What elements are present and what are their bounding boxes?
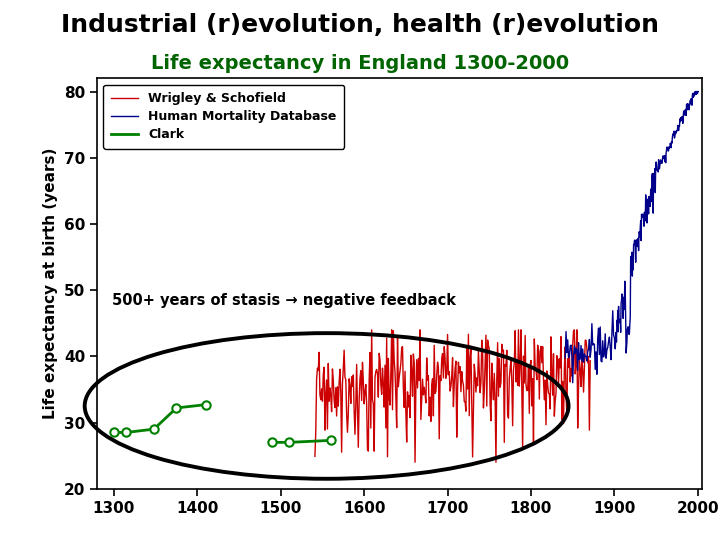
Human Mortality Database (571, 350, 580, 357)
Human Mortality Database (672, 127, 681, 134)
Human Mortality Database (651, 165, 660, 172)
Line: Clark: Clark (272, 441, 330, 442)
Text: 500+ years of stasis → negative feedback: 500+ years of stasis → negative feedback (112, 293, 456, 308)
Wrigley & Schofield (310, 453, 319, 460)
Wrigley & Schofield (385, 394, 394, 400)
Wrigley & Schofield (418, 376, 427, 382)
Human Mortality Database (582, 354, 590, 360)
Wrigley & Schofield (582, 346, 591, 352)
Wrigley & Schofield (450, 381, 459, 387)
Wrigley & Schofield (367, 327, 376, 333)
Clark (326, 437, 335, 444)
Human Mortality Database (694, 89, 703, 95)
Line: Human Mortality Database: Human Mortality Database (565, 92, 698, 383)
Wrigley & Schofield (516, 362, 524, 368)
Wrigley & Schofield (355, 397, 364, 403)
Human Mortality Database (634, 239, 642, 246)
Legend: Wrigley & Schofield, Human Mortality Database, Clark: Wrigley & Schofield, Human Mortality Dat… (104, 85, 344, 148)
Human Mortality Database (568, 380, 577, 386)
Text: Life expectancy in England 1300-2000: Life expectancy in England 1300-2000 (151, 54, 569, 73)
Clark (284, 439, 293, 446)
Human Mortality Database (646, 197, 654, 203)
Wrigley & Schofield (586, 357, 595, 364)
Wrigley & Schofield (410, 459, 419, 465)
Line: Wrigley & Schofield: Wrigley & Schofield (315, 330, 590, 462)
Y-axis label: Life expectancy at birth (years): Life expectancy at birth (years) (43, 148, 58, 419)
Human Mortality Database (561, 355, 570, 361)
Clark (268, 439, 276, 446)
Human Mortality Database (691, 89, 700, 95)
Text: Industrial (r)evolution, health (r)evolution: Industrial (r)evolution, health (r)evolu… (61, 14, 659, 37)
